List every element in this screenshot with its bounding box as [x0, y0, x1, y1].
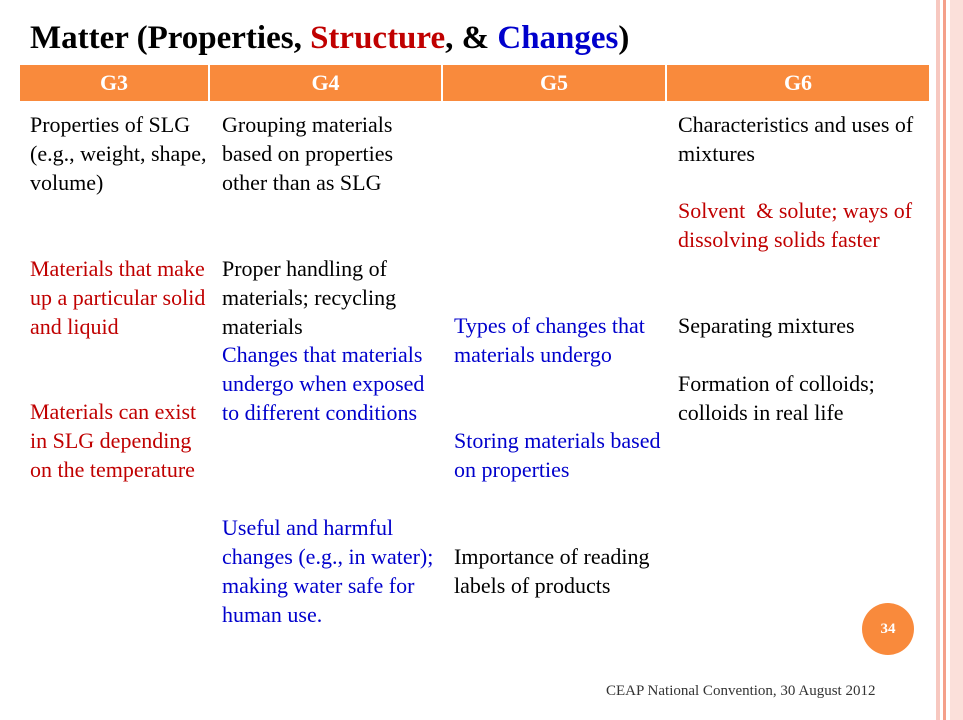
title-part: Structure — [310, 20, 446, 56]
cell-paragraph: Changes that materials undergo when expo… — [222, 342, 430, 425]
page-number: 34 — [862, 603, 914, 655]
cell-paragraph: Solvent & solute; ways of dissolving sol… — [678, 198, 918, 252]
cell-paragraph: Properties of SLG (e.g., weight, shape, … — [30, 112, 213, 195]
column-header: G4 — [210, 65, 443, 101]
cell-paragraph: Materials that make up a particular soli… — [30, 256, 211, 339]
column-header: G3 — [20, 65, 210, 101]
column-header: G6 — [667, 65, 931, 101]
cell-paragraph: Materials can exist in SLG depending on … — [30, 399, 202, 482]
title-part: Matter (Properties, — [30, 20, 311, 56]
cell-paragraph: Characteristics and uses of mixtures — [678, 112, 919, 166]
cell-paragraph: Types of changes that materials undergo — [454, 313, 651, 367]
cell-paragraph: Importance of reading labels of products — [454, 544, 655, 598]
title-part: Changes — [497, 20, 619, 56]
cell-paragraph: Grouping materials based on properties o… — [222, 112, 399, 195]
cell-paragraph: Separating mixtures — [678, 313, 855, 338]
cell-paragraph: Formation of colloids; colloids in real … — [678, 371, 881, 425]
cell-paragraph: Proper handling of materials; recycling … — [222, 256, 402, 339]
title-part: , & — [445, 20, 498, 56]
footer: CEAP National Convention, 30 August 2012 — [606, 683, 876, 699]
cell-paragraph: Useful and harmful changes (e.g., in wat… — [222, 515, 439, 627]
decor-stripe — [936, 0, 940, 720]
cell-paragraph: Storing materials based on properties — [454, 428, 667, 482]
slide-title: Matter (Properties, Structure, & Changes… — [30, 20, 629, 57]
title-part: ) — [618, 20, 630, 56]
decor-stripe — [943, 0, 946, 720]
decor-stripe — [950, 0, 963, 720]
column-header: G5 — [443, 65, 667, 101]
